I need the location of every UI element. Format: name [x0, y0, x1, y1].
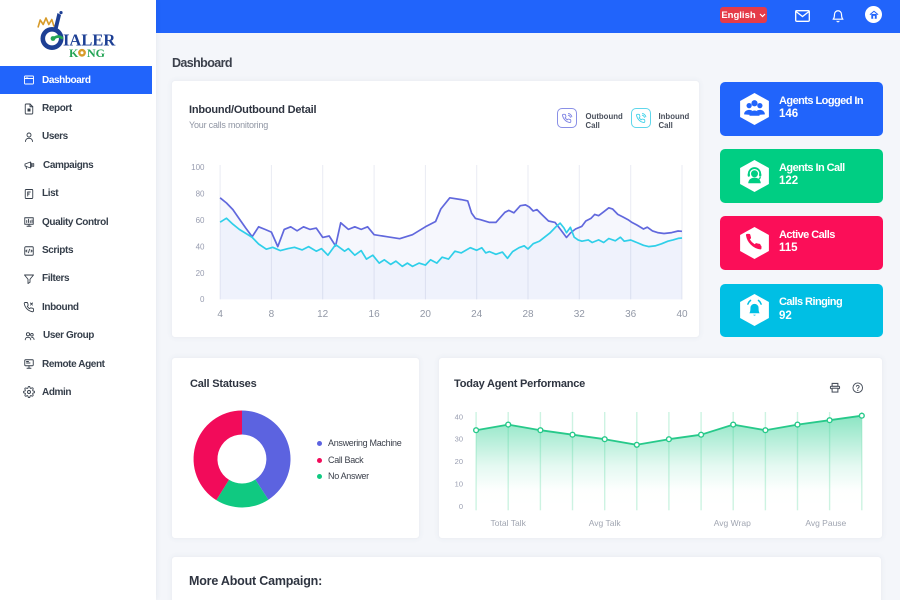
svg-text:20: 20 [455, 457, 463, 466]
svg-text:10: 10 [455, 480, 463, 489]
svg-text:20: 20 [420, 309, 432, 320]
svg-text:28: 28 [522, 309, 534, 320]
svg-text:80: 80 [196, 190, 205, 199]
svg-text:Avg Pause: Avg Pause [805, 518, 846, 528]
svg-text:0: 0 [459, 502, 463, 511]
svg-text:40: 40 [196, 242, 205, 251]
svg-text:Total Talk: Total Talk [491, 518, 527, 528]
svg-text:0: 0 [200, 295, 205, 304]
svg-text:8: 8 [269, 309, 275, 320]
svg-text:20: 20 [196, 269, 205, 278]
svg-text:16: 16 [369, 309, 381, 320]
svg-text:NG: NG [87, 46, 105, 60]
svg-text:Avg Wrap: Avg Wrap [714, 518, 751, 528]
svg-text:40: 40 [676, 309, 688, 320]
svg-text:40: 40 [455, 412, 463, 421]
svg-text:12: 12 [317, 309, 329, 320]
svg-text:24: 24 [471, 309, 483, 320]
svg-text:K: K [69, 46, 79, 60]
svg-text:60: 60 [196, 216, 205, 225]
svg-text:IALER: IALER [63, 31, 116, 50]
svg-text:Avg Talk: Avg Talk [589, 518, 622, 528]
svg-text:100: 100 [191, 163, 205, 172]
svg-text:30: 30 [455, 435, 463, 444]
svg-text:36: 36 [625, 309, 637, 320]
svg-text:4: 4 [217, 309, 223, 320]
svg-text:32: 32 [574, 309, 586, 320]
